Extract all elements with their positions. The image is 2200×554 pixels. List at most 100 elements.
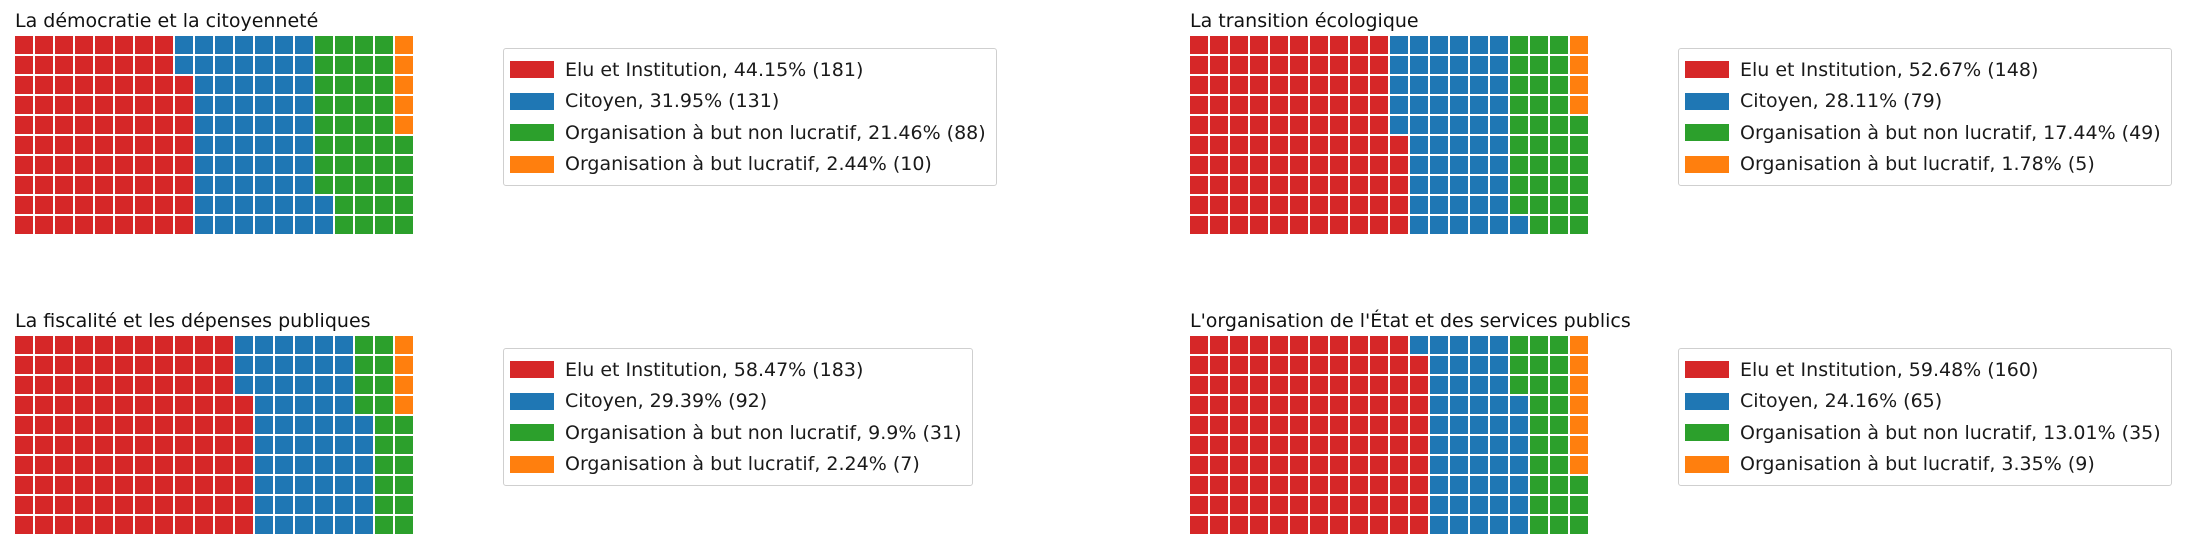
waffle-cell-elu [75,56,93,74]
waffle-cell-citoyen [235,216,253,234]
waffle-cell-citoyen [295,336,313,354]
waffle-cell-elu [1350,456,1368,474]
legend-item: Elu et Institution, 59.48% (160) [1685,354,2161,386]
legend-swatch [510,156,554,173]
waffle-cell-lucratif [1570,396,1588,414]
waffle-cell-elu [35,356,53,374]
waffle-cell-citoyen [1510,496,1528,514]
waffle-cell-elu [75,396,93,414]
waffle-cell-citoyen [1410,216,1428,234]
waffle-cell-citoyen [1490,56,1508,74]
waffle-cell-lucratif [395,116,413,134]
waffle-cell-citoyen [295,56,313,74]
waffle-cell-citoyen [1470,116,1488,134]
waffle-cell-non-lucratif [375,196,393,214]
waffle-cell-elu [1290,176,1308,194]
waffle-cell-elu [55,436,73,454]
waffle-cell-elu [1310,396,1328,414]
waffle-cell-elu [1210,516,1228,534]
waffle-cell-citoyen [295,176,313,194]
waffle-cell-citoyen [215,196,233,214]
waffle-cell-elu [235,396,253,414]
waffle-cell-citoyen [1410,56,1428,74]
waffle-cell-elu [155,376,173,394]
waffle-cell-elu [1210,416,1228,434]
waffle-cell-citoyen [1430,496,1448,514]
waffle-cell-elu [1390,336,1408,354]
waffle-cell-citoyen [275,476,293,494]
waffle-cell-elu [1210,176,1228,194]
waffle-cell-citoyen [295,436,313,454]
waffle-cell-non-lucratif [1530,196,1548,214]
waffle-cell-citoyen [1450,216,1468,234]
waffle-cell-non-lucratif [375,336,393,354]
waffle-cell-elu [135,96,153,114]
waffle-cell-citoyen [1490,116,1508,134]
waffle-cell-citoyen [1430,56,1448,74]
waffle-cell-citoyen [275,176,293,194]
waffle-panel-organisation-etat: L'organisation de l'État et des services… [1190,310,2190,550]
waffle-cell-elu [15,36,33,54]
waffle-cell-elu [1350,156,1368,174]
waffle-cell-elu [175,196,193,214]
waffle-cell-elu [1370,56,1388,74]
waffle-cell-elu [1190,156,1208,174]
waffle-cell-non-lucratif [335,196,353,214]
waffle-cell-non-lucratif [335,56,353,74]
waffle-cell-elu [15,216,33,234]
waffle-cell-elu [1250,416,1268,434]
waffle-cell-elu [1410,516,1428,534]
waffle-cell-non-lucratif [355,116,373,134]
waffle-cell-citoyen [275,56,293,74]
waffle-cell-citoyen [235,336,253,354]
waffle-cell-elu [1210,456,1228,474]
waffle-cell-non-lucratif [1550,456,1568,474]
waffle-cell-citoyen [355,416,373,434]
waffle-cell-elu [1330,376,1348,394]
waffle-cell-elu [1390,156,1408,174]
waffle-cell-non-lucratif [1530,516,1548,534]
waffle-cell-elu [1310,76,1328,94]
waffle-cell-elu [1370,136,1388,154]
waffle-cell-elu [1370,516,1388,534]
waffle-cell-non-lucratif [375,436,393,454]
waffle-cell-citoyen [1470,76,1488,94]
waffle-cell-non-lucratif [1510,156,1528,174]
waffle-cell-non-lucratif [1570,516,1588,534]
waffle-cell-elu [1310,496,1328,514]
legend: Elu et Institution, 44.15% (181) Citoyen… [503,48,997,186]
waffle-cell-citoyen [255,116,273,134]
waffle-cell-elu [115,176,133,194]
waffle-cell-elu [1270,396,1288,414]
waffle-cell-elu [1290,56,1308,74]
legend-item: Organisation à but non lucratif, 13.01% … [1685,417,2161,449]
waffle-cell-elu [1310,416,1328,434]
waffle-cell-elu [55,216,73,234]
legend-label: Organisation à but non lucratif, 13.01% … [1740,422,2161,444]
waffle-cell-elu [1330,336,1348,354]
waffle-cell-citoyen [1470,176,1488,194]
waffle-cell-elu [55,56,73,74]
waffle-cell-elu [175,156,193,174]
waffle-cell-elu [35,36,53,54]
waffle-cell-citoyen [355,516,373,534]
waffle-cell-elu [1330,456,1348,474]
legend-item: Citoyen, 29.39% (92) [510,386,962,418]
waffle-cell-elu [1310,116,1328,134]
waffle-cell-elu [15,476,33,494]
waffle-cell-citoyen [1390,96,1408,114]
waffle-cell-non-lucratif [1550,76,1568,94]
waffle-cell-elu [1330,156,1348,174]
waffle-cell-citoyen [1430,436,1448,454]
waffle-cell-non-lucratif [1530,136,1548,154]
waffle-cell-elu [15,136,33,154]
waffle-grid [1190,36,1590,246]
waffle-cell-elu [1250,176,1268,194]
waffle-cell-non-lucratif [355,336,373,354]
waffle-cell-citoyen [1490,76,1508,94]
waffle-cell-non-lucratif [315,56,333,74]
waffle-cell-elu [135,436,153,454]
waffle-cell-non-lucratif [1550,496,1568,514]
waffle-cell-non-lucratif [375,496,393,514]
waffle-cell-citoyen [1490,496,1508,514]
